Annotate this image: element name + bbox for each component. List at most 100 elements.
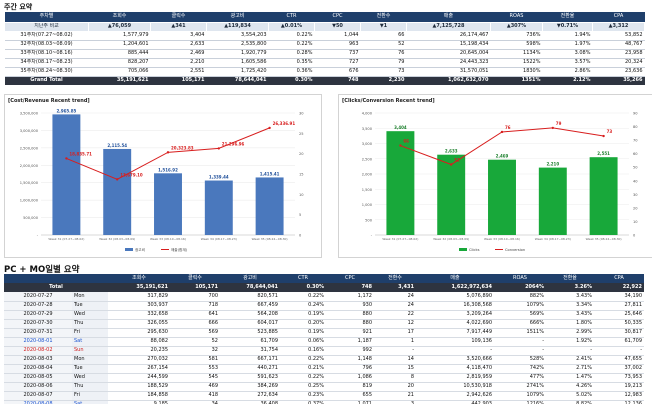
comparison-cell: ▲7,125,728 [406, 21, 491, 32]
daily-cell: 37,002 [594, 364, 644, 374]
weekly-cell: 885,444 [88, 49, 151, 59]
line-point [500, 130, 504, 134]
daily-cell: 882% [494, 292, 546, 302]
grand-total-cell: 2.12% [542, 76, 593, 85]
legend-label: 광고비 [135, 247, 145, 252]
daily-cell: 16,308,568 [416, 301, 494, 311]
daily-cell: 34,190 [594, 292, 644, 302]
daily-header-row: 조회수 클릭수 광고비 CTR CPC 전환수 매출 ROAS 전환율 CPA [4, 274, 644, 283]
weekly-cell: 0.22% [268, 40, 315, 50]
line-value-label: 18,835.71 [69, 151, 92, 156]
daily-cell: 188,529 [108, 382, 170, 392]
line-value-label: 52 [454, 158, 460, 163]
daily-cell: 61,709 [220, 337, 280, 347]
weekly-cell: 2,469 [150, 49, 207, 59]
x-tick-label: Week 31 (07.27~08.02) [382, 237, 418, 241]
daily-weekday: Sat [72, 337, 108, 347]
daily-cell: 418 [170, 391, 220, 401]
daily-cell: 267,154 [108, 364, 170, 374]
clicks-conversion-chart-title: [Clicks/Conversion Recent trend] [342, 98, 435, 104]
daily-date: 2020-08-08 [4, 400, 72, 404]
daily-cell: - [494, 337, 546, 347]
daily-cell: 667,171 [220, 355, 280, 365]
weekly-row: 34주차(08.17~08.23) 828,207 2,210 1,605,586 0.… [4, 58, 645, 68]
y-tick-label: 500,000 [23, 216, 39, 220]
bar-value-label: 2,210 [546, 162, 559, 167]
cost-revenue-chart: [Cost/Revenue Recent trend] - 500,000 1,00… [4, 94, 322, 258]
line-point [450, 163, 453, 166]
daily-cell: 4,022,690 [416, 319, 494, 329]
comparison-cell: ▲119,834 [206, 21, 269, 32]
weekly-cell: 31,570,051 [406, 67, 491, 77]
daily-cell: 21 [374, 391, 416, 401]
y2-tick-label: 15 [299, 173, 304, 177]
daily-cell: 641 [170, 310, 220, 320]
y-tick-label: 3,000,000 [20, 129, 39, 133]
y-tick-label: 2,500,000 [20, 146, 39, 150]
daily-header-cell: 전환수 [374, 274, 416, 283]
line-value-label: 76 [505, 125, 511, 130]
comparison-cell: ▼50 [314, 21, 361, 32]
daily-date: 2020-07-29 [4, 310, 72, 320]
daily-cell: 52 [170, 337, 220, 347]
weekly-cell: 736% [490, 31, 543, 41]
daily-cell: 569 [170, 328, 220, 338]
grand-total-cell: 748 [314, 76, 361, 85]
daily-cell: 0.20% [280, 319, 326, 329]
weekly-row: 31주차(07.27~08.02) 1,577,979 3,404 3,554,203… [4, 31, 645, 41]
daily-cell: 2,942,626 [416, 391, 494, 401]
daily-cell: 32 [170, 346, 220, 356]
weekly-row: 33주차(08.10~08.16) 885,444 2,469 1,920,779 0.… [4, 49, 645, 59]
weekly-cell: 48,767 [592, 40, 645, 50]
daily-cell: 5,076,890 [416, 292, 494, 302]
weekly-cell: 0.36% [268, 67, 315, 77]
weekly-summary-title: 주간 요약 [4, 3, 33, 11]
bar [589, 157, 618, 235]
daily-header-cell: CPC [326, 274, 374, 283]
x-tick-label: Week 34 (08.17~08.23) [535, 237, 571, 241]
weekly-cell: 1.94% [542, 31, 593, 41]
legend-swatch [125, 248, 133, 251]
daily-cell: 24 [374, 292, 416, 302]
daily-cell: 7,917,449 [416, 328, 494, 338]
y2-tick-label: 10 [299, 193, 304, 197]
daily-cell: 564,208 [220, 310, 280, 320]
daily-cell: 27,811 [594, 301, 644, 311]
bar-value-label: 1,339.44 [209, 175, 229, 180]
daily-cell: 272,634 [220, 391, 280, 401]
weekly-cell: 53,852 [592, 31, 645, 41]
y-tick-label: 1,000,000 [20, 199, 39, 203]
weekly-header-cell: 전환수 [360, 12, 407, 22]
daily-weekday: Fri [72, 391, 108, 401]
weekly-cell: 1830% [490, 67, 543, 77]
daily-cell: 569% [494, 310, 546, 320]
weekly-cell: 1,577,979 [88, 31, 151, 41]
weekly-cell: 0.22% [268, 31, 315, 41]
daily-row: 2020-08-07 Fri 184,858 418 272,634 0.23% 655 21… [4, 391, 644, 401]
daily-cell: 442,903 [416, 400, 494, 404]
daily-total-cell: 0.30% [280, 283, 326, 292]
daily-cell: 30,817 [594, 328, 644, 338]
daily-total-cell: 35,191,621 [108, 283, 170, 292]
daily-cell: 581 [170, 355, 220, 365]
y-tick-label: 3,500,000 [20, 112, 39, 116]
weekly-header-cell: 매출 [406, 12, 491, 22]
daily-weekday: Fri [72, 328, 108, 338]
daily-cell: 270,032 [108, 355, 170, 365]
y2-tick-label: 90 [633, 112, 638, 116]
daily-cell: 718 [170, 301, 220, 311]
daily-date: 2020-08-03 [4, 355, 72, 365]
line-value-label: 26,336.91 [273, 121, 296, 126]
comparison-cell: ▼1 [360, 21, 407, 32]
week-label: 31주차(07.27~08.02) [4, 31, 89, 41]
daily-cell: 2741% [494, 382, 546, 392]
daily-cell: 109,136 [416, 337, 494, 347]
daily-cell: 523,885 [220, 328, 280, 338]
weekly-cell: 2,210 [150, 58, 207, 68]
weekly-cell: 2,551 [150, 67, 207, 77]
weekly-cell: 20,324 [592, 58, 645, 68]
daily-date: 2020-07-27 [4, 292, 72, 302]
weekly-cell: 2,633 [150, 40, 207, 50]
daily-cell: 326,055 [108, 319, 170, 329]
daily-cell: 0.24% [280, 301, 326, 311]
